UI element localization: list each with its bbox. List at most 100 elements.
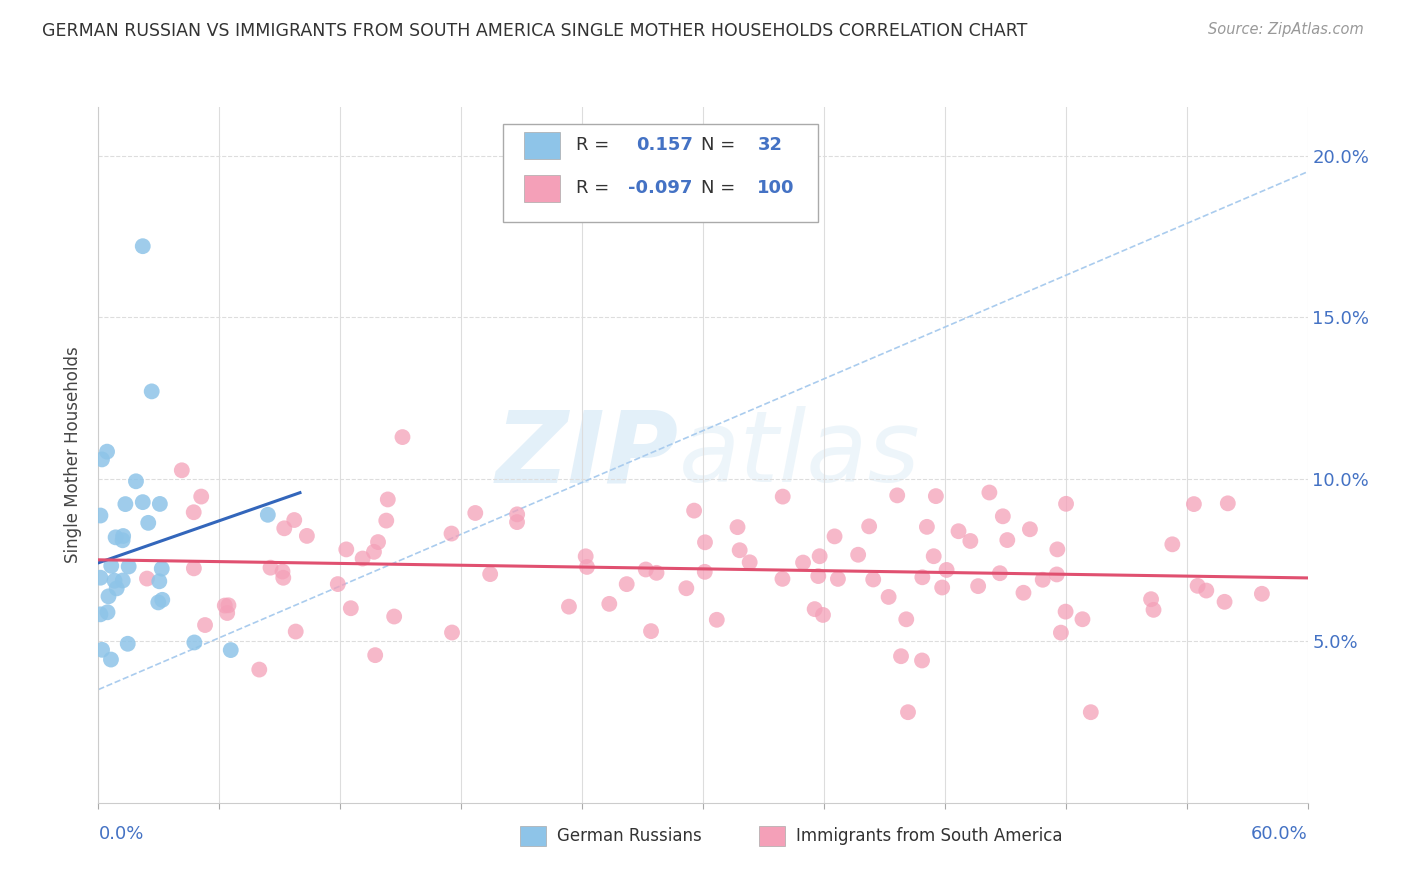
Point — [967, 579, 990, 593]
Point — [1046, 542, 1069, 557]
Point — [995, 533, 1018, 547]
Point — [89, 571, 111, 585]
Point — [136, 572, 159, 586]
Point — [117, 637, 139, 651]
Point — [693, 535, 716, 549]
Point — [105, 582, 128, 596]
Point — [479, 567, 502, 582]
Point — [97, 590, 120, 604]
Point — [340, 601, 363, 615]
Point — [91, 452, 114, 467]
Point — [149, 497, 172, 511]
Point — [693, 565, 716, 579]
Text: R =: R = — [576, 179, 609, 197]
Point — [1050, 625, 1073, 640]
Point — [1187, 579, 1209, 593]
Point — [96, 444, 118, 458]
Point — [284, 624, 307, 639]
Point — [645, 566, 668, 580]
Point — [219, 643, 242, 657]
Point — [1182, 497, 1205, 511]
Point — [616, 577, 638, 591]
Point — [506, 508, 529, 522]
Point — [440, 625, 463, 640]
Point — [114, 497, 136, 511]
Text: -0.097: -0.097 — [628, 179, 692, 197]
Text: 100: 100 — [758, 179, 794, 197]
Point — [125, 475, 148, 489]
Point — [214, 599, 236, 613]
Point — [896, 612, 918, 626]
Point — [96, 605, 118, 619]
Point — [283, 513, 305, 527]
Point — [1195, 583, 1218, 598]
Point — [91, 642, 114, 657]
Point — [575, 549, 598, 564]
Point — [170, 463, 193, 477]
Point — [935, 563, 957, 577]
Point — [727, 520, 749, 534]
Text: Source: ZipAtlas.com: Source: ZipAtlas.com — [1208, 22, 1364, 37]
Point — [1142, 603, 1164, 617]
Point — [858, 519, 880, 533]
Point — [363, 545, 385, 559]
Point — [382, 609, 405, 624]
Point — [183, 561, 205, 575]
Point — [100, 558, 122, 573]
Point — [598, 597, 620, 611]
Point — [141, 384, 163, 399]
Point — [1054, 497, 1077, 511]
Point — [979, 485, 1001, 500]
Point — [256, 508, 278, 522]
Point — [352, 551, 374, 566]
Point — [1012, 586, 1035, 600]
Point — [846, 548, 869, 562]
Point — [183, 505, 205, 519]
Point — [273, 521, 295, 535]
Point — [132, 495, 155, 509]
Point — [575, 560, 598, 574]
Point — [675, 581, 697, 595]
Point — [391, 430, 413, 444]
Point — [375, 514, 398, 528]
Text: 0.157: 0.157 — [637, 136, 693, 154]
Point — [367, 535, 389, 549]
Point — [89, 607, 111, 622]
Y-axis label: Single Mother Households: Single Mother Households — [65, 347, 83, 563]
Text: N =: N = — [700, 136, 735, 154]
Point — [683, 503, 706, 517]
Point — [506, 515, 529, 529]
Point — [1046, 567, 1069, 582]
Point — [558, 599, 581, 614]
Bar — [524, 175, 561, 202]
Point — [1032, 573, 1054, 587]
Point — [948, 524, 970, 539]
Point — [772, 572, 794, 586]
Text: R =: R = — [576, 136, 609, 154]
Point — [295, 529, 318, 543]
Point — [271, 565, 294, 579]
Point — [217, 599, 239, 613]
Point — [915, 520, 938, 534]
Point — [190, 490, 212, 504]
Point — [111, 533, 134, 548]
Point — [808, 549, 831, 564]
Point — [925, 489, 948, 503]
Point — [89, 508, 111, 523]
Point — [259, 560, 281, 574]
Point — [326, 577, 349, 591]
Point — [464, 506, 486, 520]
Point — [1216, 496, 1239, 510]
Point — [103, 574, 125, 588]
Text: atlas: atlas — [679, 407, 921, 503]
Point — [911, 653, 934, 667]
Point — [1019, 522, 1042, 536]
Point — [991, 509, 1014, 524]
Point — [247, 663, 270, 677]
Point — [150, 592, 173, 607]
Point — [111, 574, 134, 588]
Point — [728, 543, 751, 558]
Point — [959, 533, 981, 548]
Point — [890, 649, 912, 664]
Point — [1213, 595, 1236, 609]
